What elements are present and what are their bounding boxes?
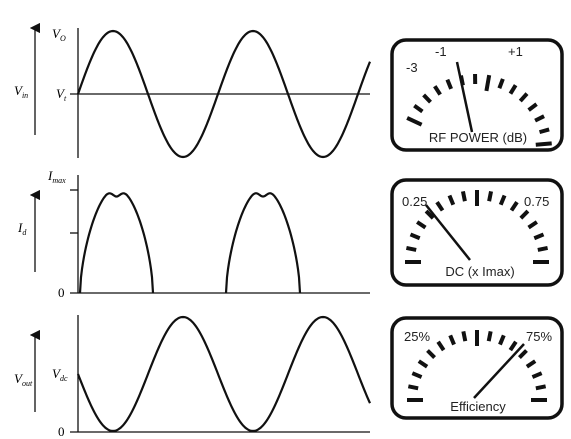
meter-tick bbox=[508, 340, 518, 352]
meter-tick bbox=[498, 194, 507, 206]
axis-label: Id bbox=[17, 220, 27, 237]
meter-tick bbox=[406, 116, 423, 127]
waveform bbox=[224, 192, 302, 294]
meter-tick bbox=[533, 232, 545, 241]
meter-caption: Efficiency bbox=[450, 399, 506, 414]
meter-tick bbox=[433, 85, 442, 96]
meter-tick bbox=[527, 220, 538, 230]
mid-label: Vt bbox=[56, 86, 67, 103]
meter-tick bbox=[417, 359, 429, 369]
meter-tick bbox=[525, 359, 537, 369]
meter-tick bbox=[534, 114, 545, 123]
needle bbox=[425, 204, 471, 261]
scale-label: 0.25 bbox=[402, 194, 427, 209]
meter bbox=[390, 316, 564, 420]
waveform bbox=[76, 315, 372, 433]
meter-tick bbox=[538, 127, 550, 135]
zero-label: 0 bbox=[58, 424, 65, 439]
meter-tick bbox=[497, 78, 505, 89]
meter-tick bbox=[426, 349, 436, 359]
meter bbox=[390, 38, 564, 152]
top-label: Imax bbox=[47, 168, 66, 185]
zero-label: 0 bbox=[58, 285, 65, 300]
scale-label: -3 bbox=[406, 60, 418, 75]
scale-label: -1 bbox=[435, 44, 447, 59]
meter-tick bbox=[535, 141, 552, 147]
meter-tick bbox=[435, 201, 445, 212]
meter-tick bbox=[519, 209, 530, 220]
meter-tick bbox=[405, 245, 417, 252]
meter-tick bbox=[518, 92, 529, 103]
meter-tick bbox=[413, 104, 424, 114]
scale-label: 25% bbox=[404, 329, 430, 344]
meter-tick bbox=[531, 371, 543, 379]
meter-tick bbox=[484, 74, 492, 92]
meter-tick bbox=[535, 384, 547, 391]
meter-tick bbox=[461, 330, 468, 342]
meter bbox=[390, 178, 564, 287]
meter-tick bbox=[498, 334, 506, 346]
scale-label: 75% bbox=[526, 329, 552, 344]
meter-caption: DC (x Imax) bbox=[445, 264, 514, 279]
meter-tick bbox=[411, 371, 423, 379]
scale-label: +1 bbox=[508, 44, 523, 59]
axis-label: Vout bbox=[14, 371, 33, 388]
meter-tick bbox=[436, 340, 446, 352]
waveform bbox=[78, 192, 155, 294]
meter-tick bbox=[487, 190, 494, 202]
meter-tick bbox=[486, 330, 493, 342]
meter-tick bbox=[445, 78, 453, 90]
meter-tick bbox=[424, 209, 435, 220]
top-label: VO bbox=[52, 26, 66, 43]
meter-tick bbox=[508, 84, 518, 95]
meter-caption: RF POWER (dB) bbox=[429, 130, 527, 145]
meter-tick bbox=[416, 220, 427, 230]
meter-tick bbox=[460, 190, 467, 202]
waveform bbox=[76, 29, 372, 159]
meter-tick bbox=[509, 201, 519, 212]
scale-label: 0.75 bbox=[524, 194, 549, 209]
meter-tick bbox=[407, 384, 419, 391]
meter-tick bbox=[527, 102, 538, 112]
meter-tick bbox=[422, 93, 432, 104]
needle bbox=[455, 61, 474, 133]
meter-tick bbox=[458, 75, 465, 86]
meter-tick bbox=[448, 334, 456, 346]
needle bbox=[473, 343, 525, 399]
mid-label: Vdc bbox=[52, 366, 68, 383]
meter-tick bbox=[447, 194, 456, 206]
meter-tick bbox=[409, 232, 421, 241]
meter-tick bbox=[537, 245, 549, 252]
axis-label: Vin bbox=[14, 83, 28, 100]
meter-tick bbox=[518, 349, 528, 359]
